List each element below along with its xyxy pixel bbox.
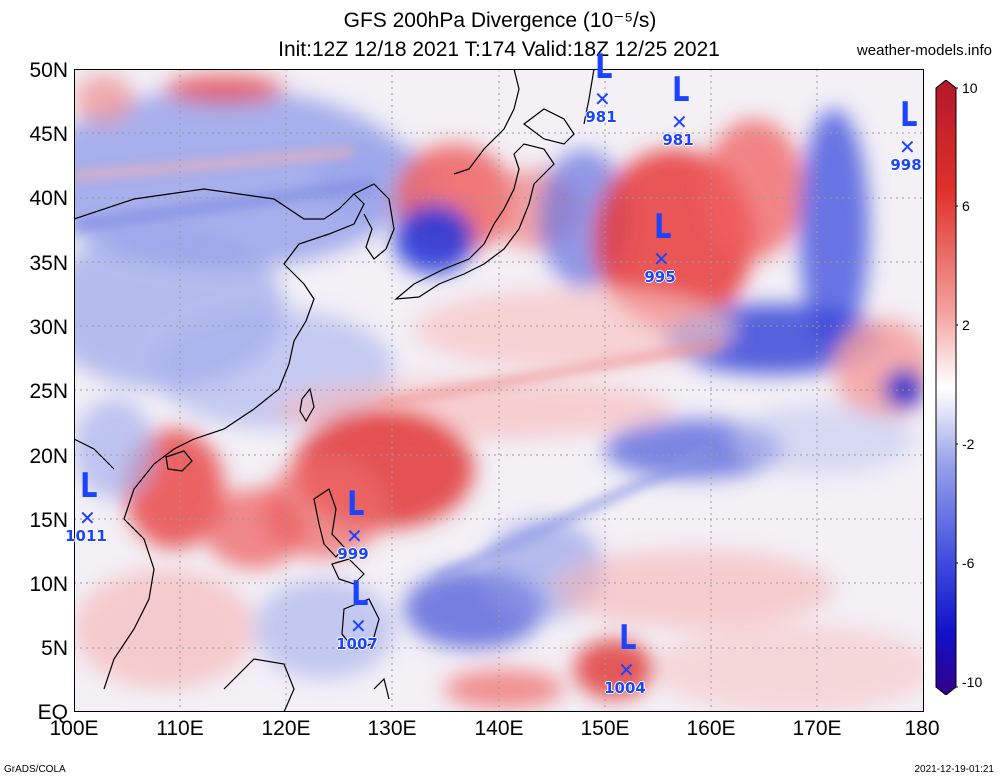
lat-label: 5N (41, 637, 68, 660)
colorbar-label: 10 (962, 80, 978, 96)
lon-label: 160E (686, 717, 736, 740)
low-center-icon: ✕ (899, 135, 916, 159)
lon-label: 170E (792, 717, 842, 740)
low-symbol: L (900, 95, 918, 135)
footer-credit: GrADS/COLA (4, 764, 66, 775)
lat-label: 45N (29, 123, 68, 146)
low-pressure-value: 1007 (336, 635, 378, 653)
divergence-streaks (74, 146, 723, 584)
low-pressure-value: 981 (662, 131, 694, 149)
lat-label: 10N (29, 573, 68, 596)
low-symbol: L (351, 574, 369, 614)
lon-label: 180 (904, 717, 940, 740)
footer-timestamp: 2021-12-19-01:21 (914, 764, 994, 775)
low-center-icon: ✕ (350, 614, 367, 638)
low-pressure-value: 998 (890, 156, 922, 174)
colorbar-label: -6 (962, 555, 975, 571)
coastlines (74, 69, 595, 712)
low-center-icon: ✕ (618, 658, 635, 682)
lon-label: 120E (261, 717, 311, 740)
lat-label: 50N (29, 59, 68, 82)
low-pressure-value: 1004 (604, 679, 646, 697)
lat-label: 20N (29, 445, 68, 468)
low-symbol: L (654, 207, 672, 247)
low-symbol: L (619, 618, 637, 658)
grid-lines (74, 69, 924, 712)
low-pressure-value: 999 (337, 545, 369, 563)
lat-label: 15N (29, 509, 68, 532)
colorbar-label: 6 (962, 198, 970, 214)
low-symbol: L (347, 484, 365, 524)
low-symbol: L (80, 466, 98, 506)
lat-label: 25N (29, 380, 68, 403)
lon-label: 150E (580, 717, 630, 740)
low-center-icon: ✕ (671, 110, 688, 134)
lat-label: 30N (29, 316, 68, 339)
colorbar-label: -2 (962, 436, 975, 452)
colorbar-label: 2 (962, 317, 970, 333)
low-symbol: L (595, 47, 613, 87)
colorbar-label: -10 (962, 674, 983, 690)
low-pressure-value: 995 (644, 268, 676, 286)
low-symbol: L (672, 70, 690, 110)
low-pressure-value: 1011 (65, 527, 107, 545)
site-credit: weather-models.info (856, 42, 992, 59)
lon-label: 110E (156, 717, 204, 740)
divergence-field (74, 74, 924, 712)
chart-subtitle: Init:12Z 12/18 2021 T:174 Valid:18Z 12/2… (278, 38, 720, 61)
colorbar (935, 80, 958, 695)
lat-label: 40N (29, 187, 68, 210)
low-center-icon: ✕ (594, 87, 611, 111)
lon-label: 140E (474, 717, 524, 740)
lon-label: 130E (367, 717, 417, 740)
low-center-icon: ✕ (653, 247, 670, 271)
map-frame (74, 69, 924, 712)
divergence-map (74, 69, 924, 712)
lat-label: 35N (29, 252, 68, 275)
lon-label: 100E (49, 717, 99, 740)
low-center-icon: ✕ (79, 506, 96, 530)
low-pressure-value: 981 (585, 108, 617, 126)
chart-title: GFS 200hPa Divergence (10⁻⁵/s) (343, 9, 657, 32)
low-center-icon: ✕ (346, 524, 363, 548)
lat-label: EQ (37, 701, 68, 724)
